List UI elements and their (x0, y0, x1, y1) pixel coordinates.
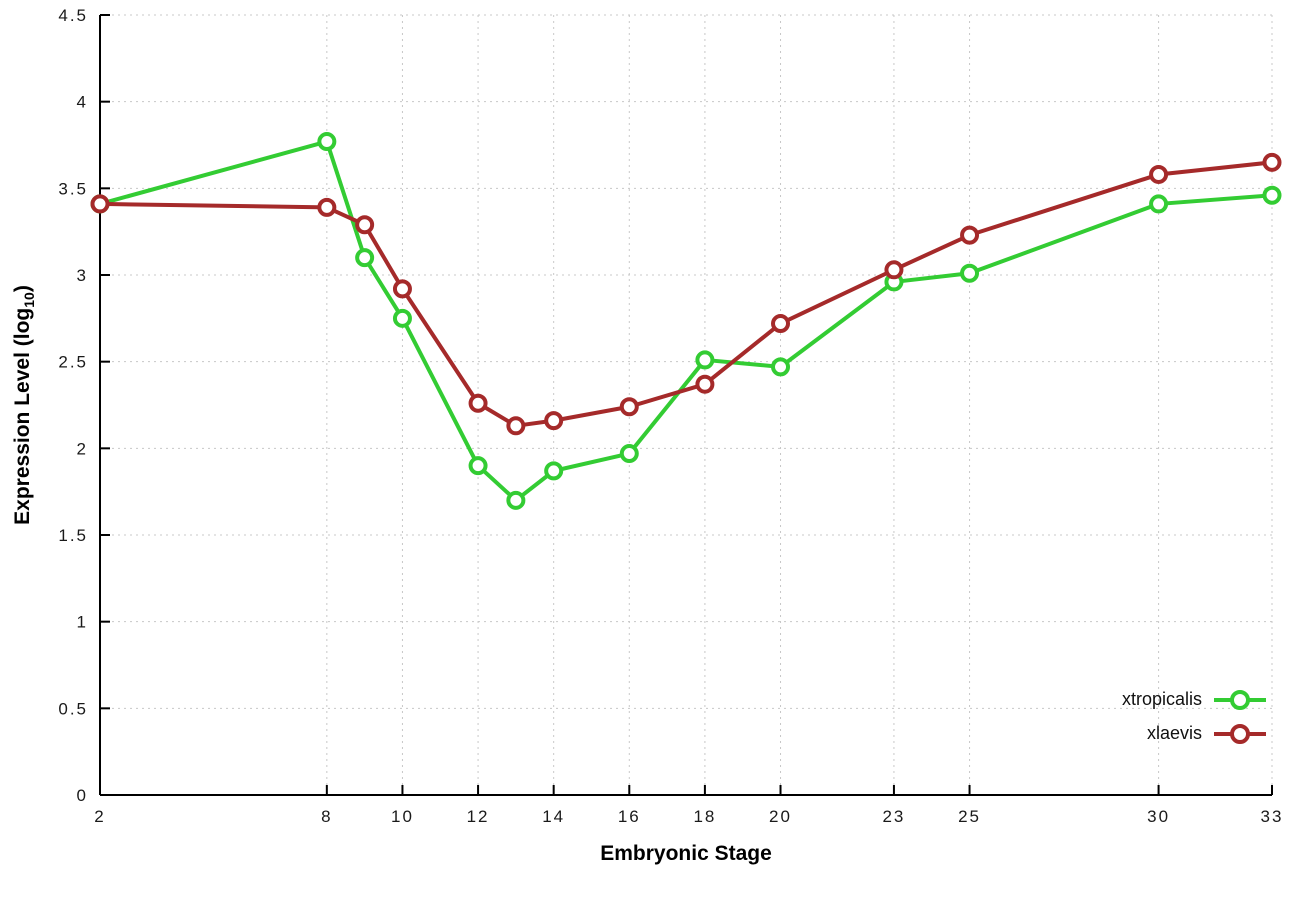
point-xlaevis (960, 225, 980, 245)
point-xlaevis (506, 416, 526, 436)
point-xlaevis (544, 411, 564, 431)
point-xtropicalis (1262, 185, 1282, 205)
x-tick-label: 12 (467, 807, 490, 826)
point-xlaevis (771, 314, 791, 334)
point-xtropicalis (317, 132, 337, 152)
point-xlaevis (695, 374, 715, 394)
legend-label-xlaevis: xlaevis (1146, 723, 1202, 743)
point-xtropicalis (468, 456, 488, 476)
point-xlaevis (1262, 152, 1282, 172)
point-xlaevis (1149, 164, 1169, 184)
y-tick-label: 1 (77, 613, 88, 632)
y-axis-title: Expression Level (log10) (11, 285, 37, 525)
y-tick-label: 3 (77, 266, 88, 285)
legend-entry-xtropicalis: xtropicalis (1122, 687, 1266, 712)
series-line-xtropicalis (98, 139, 1274, 503)
x-tick-label: 10 (391, 807, 414, 826)
point-xtropicalis (506, 490, 526, 510)
legend-sample-xlaevis (1214, 723, 1266, 744)
y-tick-label: 2.5 (58, 353, 88, 372)
y-axis-title-text: Expression Level (log (10, 307, 34, 525)
x-tick-label: 18 (693, 807, 716, 826)
point-xlaevis (468, 393, 488, 413)
x-tick-label: 33 (1261, 807, 1284, 826)
point-xtropicalis (695, 350, 715, 370)
x-tick-label: 23 (882, 807, 905, 826)
point-xtropicalis (392, 308, 412, 328)
series-line-xlaevis (98, 160, 1274, 428)
point-xlaevis (619, 397, 639, 417)
point-xtropicalis (544, 461, 564, 481)
legend-label-xtropicalis: xtropicalis (1121, 689, 1202, 709)
point-xlaevis (90, 194, 110, 214)
point-xtropicalis (355, 248, 375, 268)
legend-entry-xlaevis: xlaevis (1147, 721, 1266, 746)
legend-sample-xtropicalis (1214, 689, 1266, 710)
x-tick-label: 25 (958, 807, 981, 826)
x-tick-label: 2 (94, 807, 105, 826)
point-xtropicalis (771, 357, 791, 377)
y-axis-title-suffix: ) (10, 285, 34, 293)
x-tick-label: 14 (542, 807, 565, 826)
point-xtropicalis (960, 263, 980, 283)
point-xtropicalis (619, 444, 639, 464)
point-xlaevis (317, 197, 337, 217)
y-tick-label: 4 (77, 93, 88, 112)
x-axis-title: Embryonic Stage (600, 842, 772, 865)
y-tick-label: 2 (77, 439, 88, 458)
y-tick-label: 1.5 (58, 526, 88, 545)
y-tick-label: 0 (77, 786, 88, 805)
y-tick-label: 0.5 (58, 699, 88, 718)
point-xlaevis (392, 279, 412, 299)
y-tick-label: 4.5 (58, 6, 88, 25)
legend: xtropicalis xlaevis (1122, 687, 1266, 746)
legend-marker (1230, 689, 1250, 710)
x-tick-label: 16 (618, 807, 641, 826)
point-xtropicalis (1149, 194, 1169, 214)
point-xlaevis (355, 215, 375, 235)
point-xlaevis (884, 260, 904, 280)
legend-marker (1230, 723, 1250, 744)
y-axis-title-subscript: 10 (21, 292, 38, 308)
x-tick-label: 20 (769, 807, 792, 826)
x-tick-label: 8 (321, 807, 332, 826)
x-tick-label: 30 (1147, 807, 1170, 826)
y-tick-label: 3.5 (58, 179, 88, 198)
